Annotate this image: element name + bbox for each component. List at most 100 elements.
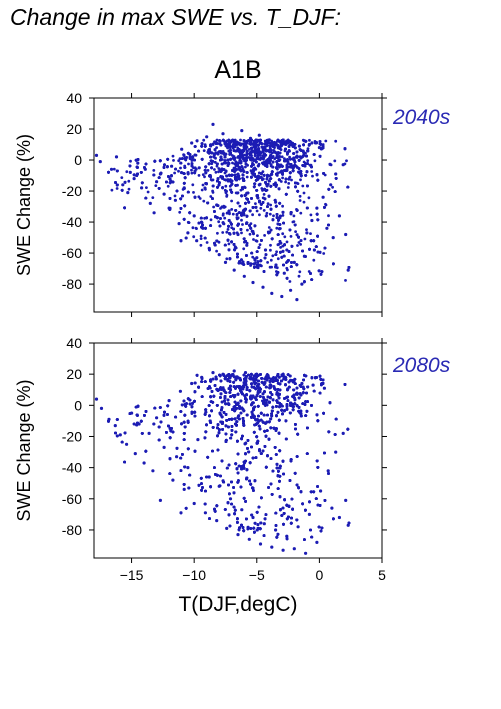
data-point bbox=[232, 227, 236, 231]
data-point bbox=[269, 158, 272, 162]
data-point bbox=[293, 163, 297, 167]
data-point bbox=[304, 139, 308, 143]
data-point bbox=[285, 276, 289, 280]
data-point bbox=[327, 187, 331, 191]
data-point bbox=[192, 235, 196, 239]
data-point bbox=[316, 234, 319, 238]
data-point bbox=[208, 148, 211, 151]
data-point bbox=[331, 185, 334, 189]
data-point bbox=[253, 265, 256, 269]
data-point bbox=[262, 146, 266, 150]
data-point bbox=[228, 232, 231, 235]
data-point bbox=[210, 166, 214, 170]
data-point bbox=[312, 239, 316, 243]
data-point bbox=[318, 250, 322, 254]
data-point bbox=[283, 235, 287, 239]
data-point bbox=[295, 154, 299, 158]
data-point bbox=[240, 165, 244, 169]
data-point bbox=[200, 188, 204, 192]
data-point bbox=[301, 184, 305, 188]
data-point bbox=[201, 223, 204, 227]
data-point bbox=[220, 205, 224, 209]
data-point bbox=[223, 159, 227, 163]
data-point bbox=[171, 154, 175, 158]
data-point bbox=[186, 190, 190, 194]
data-point bbox=[275, 216, 279, 219]
data-point bbox=[299, 174, 303, 178]
data-point bbox=[267, 194, 271, 198]
data-point bbox=[158, 159, 162, 163]
data-point bbox=[248, 209, 252, 213]
data-point bbox=[309, 232, 312, 236]
data-point bbox=[323, 206, 326, 209]
data-point bbox=[259, 259, 263, 263]
data-point bbox=[232, 145, 236, 149]
data-point bbox=[247, 148, 251, 151]
data-point bbox=[203, 175, 206, 179]
data-point bbox=[262, 209, 266, 212]
data-point bbox=[262, 193, 266, 196]
data-point bbox=[269, 248, 272, 252]
data-point bbox=[211, 142, 215, 146]
data-point bbox=[175, 189, 179, 193]
data-point bbox=[172, 159, 175, 162]
data-point bbox=[216, 185, 219, 189]
data-point bbox=[244, 165, 247, 169]
data-point bbox=[247, 200, 251, 204]
data-point bbox=[193, 153, 197, 157]
data-point bbox=[274, 204, 278, 208]
data-point bbox=[192, 191, 195, 194]
data-point bbox=[233, 245, 237, 249]
data-point bbox=[182, 181, 186, 185]
data-point bbox=[188, 211, 192, 215]
data-point bbox=[315, 212, 319, 216]
data-point bbox=[260, 239, 263, 242]
data-point bbox=[204, 226, 207, 230]
data-point bbox=[144, 196, 148, 200]
data-point bbox=[224, 152, 228, 156]
data-point bbox=[174, 167, 178, 171]
data-point bbox=[318, 154, 322, 158]
data-point bbox=[253, 158, 257, 162]
data-point bbox=[279, 250, 282, 254]
data-point bbox=[194, 226, 198, 230]
data-point bbox=[295, 263, 299, 267]
data-point bbox=[269, 177, 273, 181]
data-point bbox=[239, 138, 242, 142]
data-point bbox=[230, 199, 234, 203]
x-axis-label: T(DJF,degC) bbox=[178, 593, 298, 616]
data-point bbox=[285, 248, 289, 252]
data-point bbox=[214, 142, 218, 146]
data-point bbox=[267, 179, 271, 183]
data-point bbox=[269, 228, 273, 232]
data-point bbox=[224, 191, 228, 194]
data-point bbox=[261, 170, 265, 174]
data-point bbox=[283, 243, 286, 247]
data-point bbox=[319, 272, 323, 276]
data-point bbox=[278, 214, 282, 218]
data-point bbox=[251, 163, 255, 167]
data-point bbox=[234, 209, 238, 212]
data-point bbox=[157, 187, 161, 190]
data-point bbox=[255, 250, 259, 254]
data-point bbox=[302, 200, 306, 204]
data-point bbox=[226, 146, 230, 150]
data-point bbox=[276, 257, 280, 261]
data-point bbox=[216, 177, 220, 181]
data-point bbox=[281, 214, 285, 217]
data-point bbox=[181, 194, 184, 198]
data-point bbox=[243, 186, 247, 190]
data-point bbox=[252, 150, 256, 153]
data-point bbox=[228, 212, 231, 216]
data-point bbox=[227, 173, 231, 177]
data-point bbox=[228, 184, 232, 188]
data-point bbox=[304, 174, 308, 177]
data-point bbox=[256, 260, 260, 264]
data-point bbox=[242, 263, 246, 266]
data-point bbox=[195, 139, 199, 143]
data-point bbox=[128, 164, 132, 168]
data-point bbox=[271, 218, 275, 222]
data-point bbox=[215, 151, 219, 155]
data-point bbox=[256, 164, 260, 168]
data-point bbox=[289, 235, 293, 238]
